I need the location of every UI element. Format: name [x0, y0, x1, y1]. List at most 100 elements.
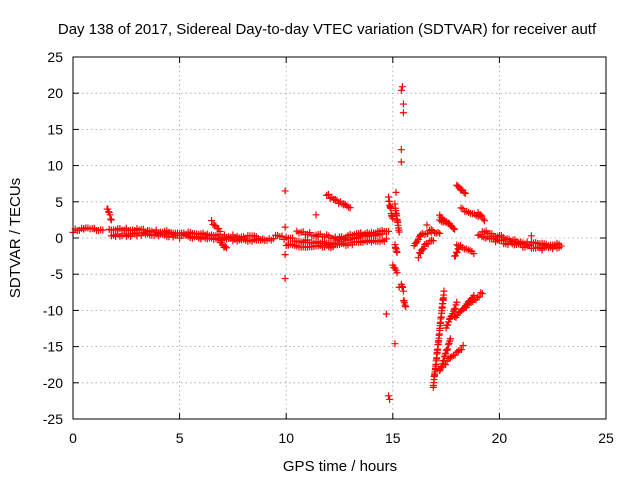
data-point — [281, 251, 289, 259]
data-point — [478, 290, 486, 298]
data-point — [385, 227, 393, 235]
y-tick-label: 10 — [47, 158, 63, 174]
data-point — [397, 146, 405, 154]
data-point — [460, 189, 468, 197]
data-point — [459, 341, 467, 349]
data-point — [395, 228, 403, 236]
chart-title: Day 138 of 2017, Sidereal Day-to-day VTE… — [58, 21, 597, 38]
data-point — [417, 249, 425, 257]
data-point — [458, 346, 466, 354]
data-point — [480, 217, 488, 225]
data-point — [527, 232, 535, 240]
data-point — [467, 298, 475, 306]
data-point — [393, 269, 401, 277]
x-axis-label: GPS time / hours — [283, 458, 397, 475]
data-point — [441, 351, 449, 359]
data-point — [449, 224, 457, 232]
data-point — [399, 109, 407, 117]
data-point — [440, 287, 448, 295]
data-point — [223, 244, 231, 252]
data-point — [397, 158, 405, 166]
data-point — [437, 213, 445, 221]
data-point — [392, 188, 400, 196]
data-point — [436, 229, 444, 237]
x-tick-label: 10 — [278, 430, 294, 446]
data-point — [281, 223, 289, 231]
data-point — [382, 235, 390, 243]
x-tick-labels: 0 5 10 15 20 25 — [69, 430, 614, 446]
data-point — [459, 305, 467, 313]
data-point — [402, 303, 410, 311]
plot-frame — [72, 56, 607, 420]
y-tick-label: -20 — [43, 375, 63, 391]
y-tick-labels: 25 20 15 10 5 0 -5 -10 -15 -20 -25 — [43, 49, 63, 427]
data-point — [442, 361, 450, 369]
data-point — [555, 240, 563, 248]
data-point — [215, 224, 223, 232]
data-point — [346, 204, 354, 212]
data-point — [99, 226, 107, 234]
data-point — [434, 228, 442, 236]
data-point — [444, 341, 452, 349]
x-tick-label: 20 — [492, 430, 508, 446]
data-point — [442, 218, 450, 226]
data-point — [446, 335, 454, 343]
data-point — [281, 275, 289, 283]
data-point — [397, 86, 405, 94]
data-point — [441, 217, 449, 225]
data-point — [261, 237, 269, 245]
data-point — [451, 225, 459, 233]
data-point — [107, 216, 115, 224]
data-point — [475, 293, 483, 301]
data-point — [382, 310, 390, 318]
y-tick-label: 0 — [55, 230, 63, 246]
data-point — [479, 215, 487, 223]
data-point — [448, 353, 456, 361]
y-tick-label: -25 — [43, 411, 63, 427]
data-point — [106, 211, 114, 219]
data-point — [470, 250, 478, 258]
data-point — [478, 212, 486, 220]
y-tick-label: 15 — [47, 121, 63, 137]
data-point — [391, 340, 399, 348]
data-point — [429, 237, 437, 245]
data-point — [442, 349, 450, 357]
y-tick-label: 20 — [47, 85, 63, 101]
x-tick-label: 25 — [598, 430, 614, 446]
data-point — [414, 254, 422, 262]
y-tick-label: -5 — [51, 266, 64, 282]
data-point — [399, 100, 407, 108]
data-point — [444, 321, 452, 329]
data-point — [453, 248, 461, 256]
data-point — [450, 305, 458, 313]
x-tick-label: 0 — [69, 430, 77, 446]
x-tick-label: 5 — [176, 430, 184, 446]
data-point — [324, 190, 332, 198]
data-point — [423, 221, 431, 229]
data-point — [428, 236, 436, 244]
data-point — [477, 211, 485, 219]
data-point — [440, 353, 448, 361]
data-point — [451, 252, 459, 260]
data-point — [399, 287, 407, 295]
y-tick-label: -10 — [43, 302, 63, 318]
data-series — [69, 83, 565, 403]
data-point — [386, 395, 394, 403]
data-point — [461, 189, 469, 197]
data-point — [453, 298, 461, 306]
y-axis-label: SDTVAR / TECUs — [7, 178, 24, 298]
data-point — [398, 83, 406, 91]
data-point — [477, 289, 485, 297]
data-point — [378, 226, 386, 234]
data-point — [395, 283, 403, 291]
x-tick-label: 15 — [385, 430, 401, 446]
data-point — [221, 243, 229, 251]
data-point — [284, 241, 292, 249]
data-point — [474, 294, 482, 302]
y-tick-label: 25 — [47, 49, 63, 65]
data-point — [454, 347, 462, 355]
data-point — [444, 345, 452, 353]
data-point — [312, 211, 320, 219]
data-point — [385, 392, 393, 400]
